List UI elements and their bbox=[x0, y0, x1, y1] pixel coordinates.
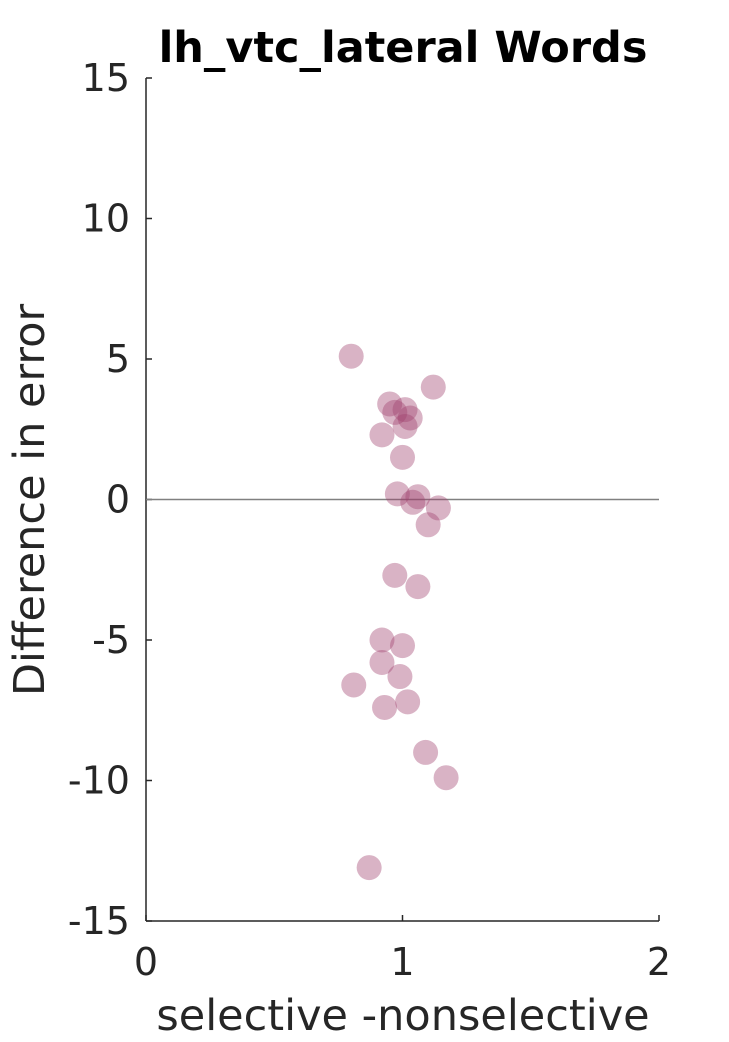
x-axis-ticks: 0 1 2 bbox=[134, 915, 671, 984]
y-axis-ticks: 15 10 5 0 -5 -10 -15 bbox=[68, 56, 152, 943]
scatter-point bbox=[387, 664, 413, 690]
scatter-point bbox=[384, 481, 410, 507]
scatter-point bbox=[382, 399, 408, 425]
scatter-point bbox=[369, 627, 395, 653]
data-points bbox=[338, 343, 459, 881]
x-tick-label: 0 bbox=[134, 940, 158, 984]
y-tick-label: -15 bbox=[68, 899, 130, 943]
scatter-point bbox=[405, 574, 431, 600]
scatter-point bbox=[400, 489, 426, 515]
y-tick-label: 5 bbox=[106, 337, 130, 381]
scatter-point bbox=[425, 495, 451, 521]
scatter-point bbox=[377, 391, 403, 417]
y-tick-label: -5 bbox=[92, 618, 130, 662]
scatter-point bbox=[415, 512, 441, 538]
scatter-point bbox=[392, 397, 418, 423]
scatter-point bbox=[372, 694, 398, 720]
scatter-point bbox=[395, 689, 421, 715]
x-tick-label: 2 bbox=[647, 940, 671, 984]
y-tick-label: 15 bbox=[82, 56, 130, 100]
scatter-point bbox=[392, 413, 418, 439]
y-tick-label: 10 bbox=[82, 197, 130, 241]
scatter-point bbox=[356, 855, 382, 881]
x-tick-label: 1 bbox=[390, 940, 414, 984]
x-axis-label: selective -nonselective bbox=[156, 991, 649, 1041]
scatter-point bbox=[390, 444, 415, 470]
scatter-point bbox=[397, 405, 423, 431]
chart-title: lh_vtc_lateral Words bbox=[159, 23, 648, 73]
scatter-point bbox=[390, 633, 415, 659]
scatter-point bbox=[338, 343, 364, 369]
scatter-point bbox=[433, 765, 459, 791]
scatter-point bbox=[341, 672, 367, 698]
scatter-point bbox=[413, 739, 439, 765]
scatter-point bbox=[420, 374, 446, 400]
scatter-point bbox=[405, 484, 431, 510]
y-tick-label: 0 bbox=[106, 478, 130, 522]
scatter-point bbox=[369, 649, 395, 675]
y-axis-label: Difference in error bbox=[5, 304, 55, 697]
scatter-point bbox=[382, 562, 408, 588]
y-tick-label: -10 bbox=[68, 759, 130, 803]
scatter-point bbox=[369, 422, 395, 448]
